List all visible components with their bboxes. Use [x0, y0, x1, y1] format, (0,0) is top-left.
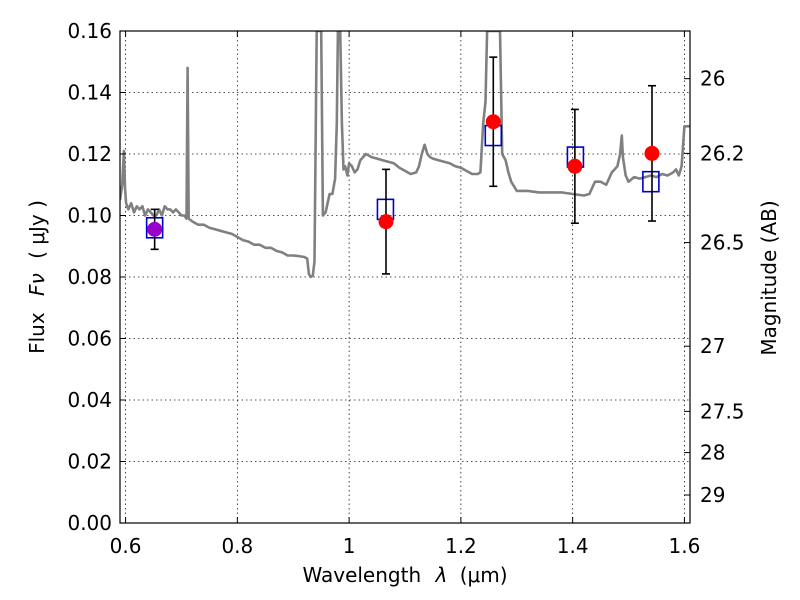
y-axis-label: Flux Fν ( μJy )	[25, 200, 49, 354]
y-tick-label: 0.04	[67, 388, 112, 412]
right-tick-label: 27	[700, 334, 725, 358]
right-tick-label: 26.5	[700, 231, 745, 255]
x-tick-label: 1.2	[445, 534, 477, 558]
y-tick-label: 0.12	[67, 142, 112, 166]
y-tick-label: 0.10	[67, 204, 112, 228]
y-tick-label: 0.16	[67, 19, 112, 43]
observed-flux-point	[378, 214, 394, 230]
axis-ticks: 0.6 0.8 1 1.2 1.4 1.6 0.00 0.02 0.04 0.06 0.08 0.10…	[67, 19, 744, 558]
model-flux-square	[642, 170, 660, 193]
right-tick-label: 27.5	[700, 399, 745, 423]
photometry-markers	[145, 56, 660, 275]
grid-lines	[120, 30, 690, 524]
x-axis-label: Wavelength λ (μm)	[302, 563, 507, 587]
y-tick-label: 0.14	[67, 81, 112, 105]
right-tick-label: 26	[700, 67, 725, 91]
x-tick-label: 1.6	[669, 534, 701, 558]
x-tick-label: 1.4	[557, 534, 589, 558]
right-tick-label: 26.2	[700, 141, 745, 165]
x-tick-label: 0.6	[110, 534, 142, 558]
observed-flux-point	[567, 158, 583, 174]
x-tick-label: 1	[343, 534, 356, 558]
y-axis-label-symbol: Fν	[25, 273, 49, 296]
observed-flux-point	[644, 145, 660, 161]
y-tick-label: 0.08	[67, 265, 112, 289]
x-axis-label-unit: (μm)	[460, 563, 508, 587]
right-tick-label: 28	[700, 441, 725, 465]
y-axis-label-unit: ( μJy )	[25, 200, 49, 259]
spectrum-line	[120, 31, 690, 279]
x-axis-label-text: Wavelength	[302, 563, 421, 587]
right-tick-label: 29	[700, 483, 725, 507]
observed-flux-point	[147, 221, 163, 237]
x-axis-label-symbol: λ	[435, 563, 448, 587]
x-tick-label: 0.8	[221, 534, 253, 558]
y-tick-label: 0.00	[67, 511, 112, 535]
model-spectrum	[120, 31, 690, 279]
observed-flux-point	[485, 114, 501, 130]
right-axis-label: Magnitude (AB)	[757, 200, 781, 355]
y-tick-label: 0.02	[67, 450, 112, 474]
y-tick-label: 0.06	[67, 327, 112, 351]
y-axis-label-text: Flux	[25, 312, 49, 354]
